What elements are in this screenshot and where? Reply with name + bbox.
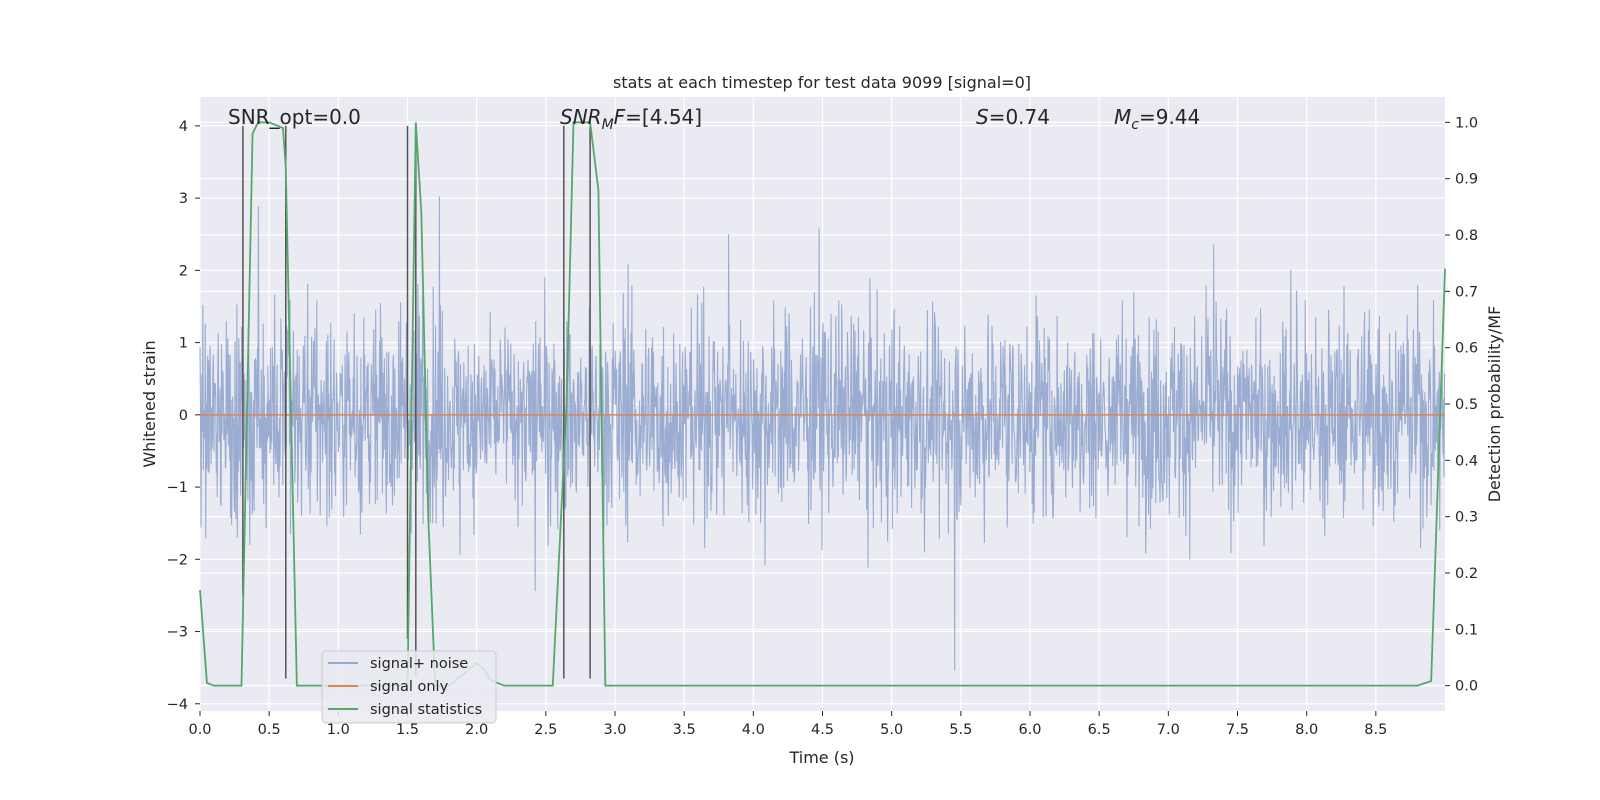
snr-opt-annotation: SNR_opt=0.0: [228, 105, 361, 129]
x-tick-label: 7.0: [1157, 722, 1180, 738]
snr-mf-value: =[4.54]: [625, 105, 702, 129]
mc-symbol: M: [1114, 105, 1131, 129]
chart-title: stats at each timestep for test data 909…: [613, 73, 1031, 92]
snr-mf-annotation: SNRMF=[4.54]: [560, 105, 702, 133]
s-value: =0.74: [989, 105, 1050, 129]
mc-annotation: Mc=9.44: [1114, 105, 1200, 133]
y2-tick-label: 0.8: [1455, 228, 1478, 244]
legend-label-noise: signal+ noise: [370, 656, 468, 672]
y-tick-label: 4: [179, 119, 188, 135]
y2-tick-label: 0.4: [1455, 453, 1478, 469]
x-tick-label: 4.5: [811, 722, 834, 738]
y-tick-label: 0: [179, 408, 188, 424]
x-tick-label: 2.0: [465, 722, 488, 738]
y-tick-label: 2: [179, 263, 188, 279]
y2-tick-label: 0.6: [1455, 341, 1478, 357]
snr-mf-tail-f: F: [614, 105, 626, 129]
y2-tick-label: 0.1: [1455, 622, 1478, 638]
y-tick-label: 1: [179, 336, 188, 352]
x-tick-label: 1.5: [396, 722, 419, 738]
x-axis-label: Time (s): [788, 748, 854, 767]
annotations: SNR_opt=0.0 SNRMF=[4.54] S=0.74 Mc=9.44: [228, 105, 1200, 133]
x-tick-label: 1.0: [327, 722, 350, 738]
y-tick-label: −1: [167, 480, 188, 496]
y2-tick-label: 0.0: [1455, 679, 1478, 695]
x-tick-label: 0.0: [188, 722, 211, 738]
y2-tick-label: 0.7: [1455, 284, 1478, 300]
legend-label-statistics: signal statistics: [370, 702, 482, 718]
y-tick-label: 3: [179, 191, 188, 207]
y-tick-label: −4: [167, 697, 188, 713]
x-tick-label: 4.0: [742, 722, 765, 738]
x-tick-label: 6.0: [1018, 722, 1041, 738]
y2-tick-label: 0.3: [1455, 510, 1478, 526]
snr-mf-subscript: M: [602, 117, 614, 133]
vertical-marker-lines: [242, 125, 591, 679]
x-tick-label: 8.0: [1295, 722, 1318, 738]
mc-subscript: c: [1131, 117, 1139, 133]
x-tick-label: 5.0: [880, 722, 903, 738]
y2-tick-label: 1.0: [1455, 115, 1478, 131]
legend: signal+ noise signal only signal statist…: [321, 650, 497, 724]
x-tick-label: 8.5: [1364, 722, 1387, 738]
x-tick-label: 3.5: [673, 722, 696, 738]
y2-axis-label: Detection probability/MF: [1485, 306, 1504, 503]
s-symbol: S: [976, 105, 989, 129]
x-tick-label: 6.5: [1088, 722, 1111, 738]
y-tick-label: −2: [167, 552, 188, 568]
y2-tick-label: 0.5: [1455, 397, 1478, 413]
x-tick-label: 7.5: [1226, 722, 1249, 738]
mc-value: =9.44: [1139, 105, 1200, 129]
x-tick-label: 0.5: [258, 722, 281, 738]
legend-label-signal: signal only: [370, 679, 449, 695]
y-tick-label: −3: [167, 625, 188, 641]
legend-box: [321, 650, 497, 724]
y-axis-label: Whitened strain: [140, 340, 159, 467]
s-annotation: S=0.74: [976, 105, 1050, 129]
x-tick-label: 5.5: [949, 722, 972, 738]
x-tick-label: 2.5: [534, 722, 557, 738]
snr-mf-symbol: SNR: [560, 105, 602, 129]
y2-tick-label: 0.9: [1455, 172, 1478, 188]
y2-tick-label: 0.2: [1455, 566, 1478, 582]
x-tick-label: 3.0: [603, 722, 626, 738]
ticks: 0.0 0.5 1.0 1.5 2.0 2.5 3.0 3.5 4.0 4.5 5.0 5.5 6.0 6…: [167, 115, 1478, 738]
